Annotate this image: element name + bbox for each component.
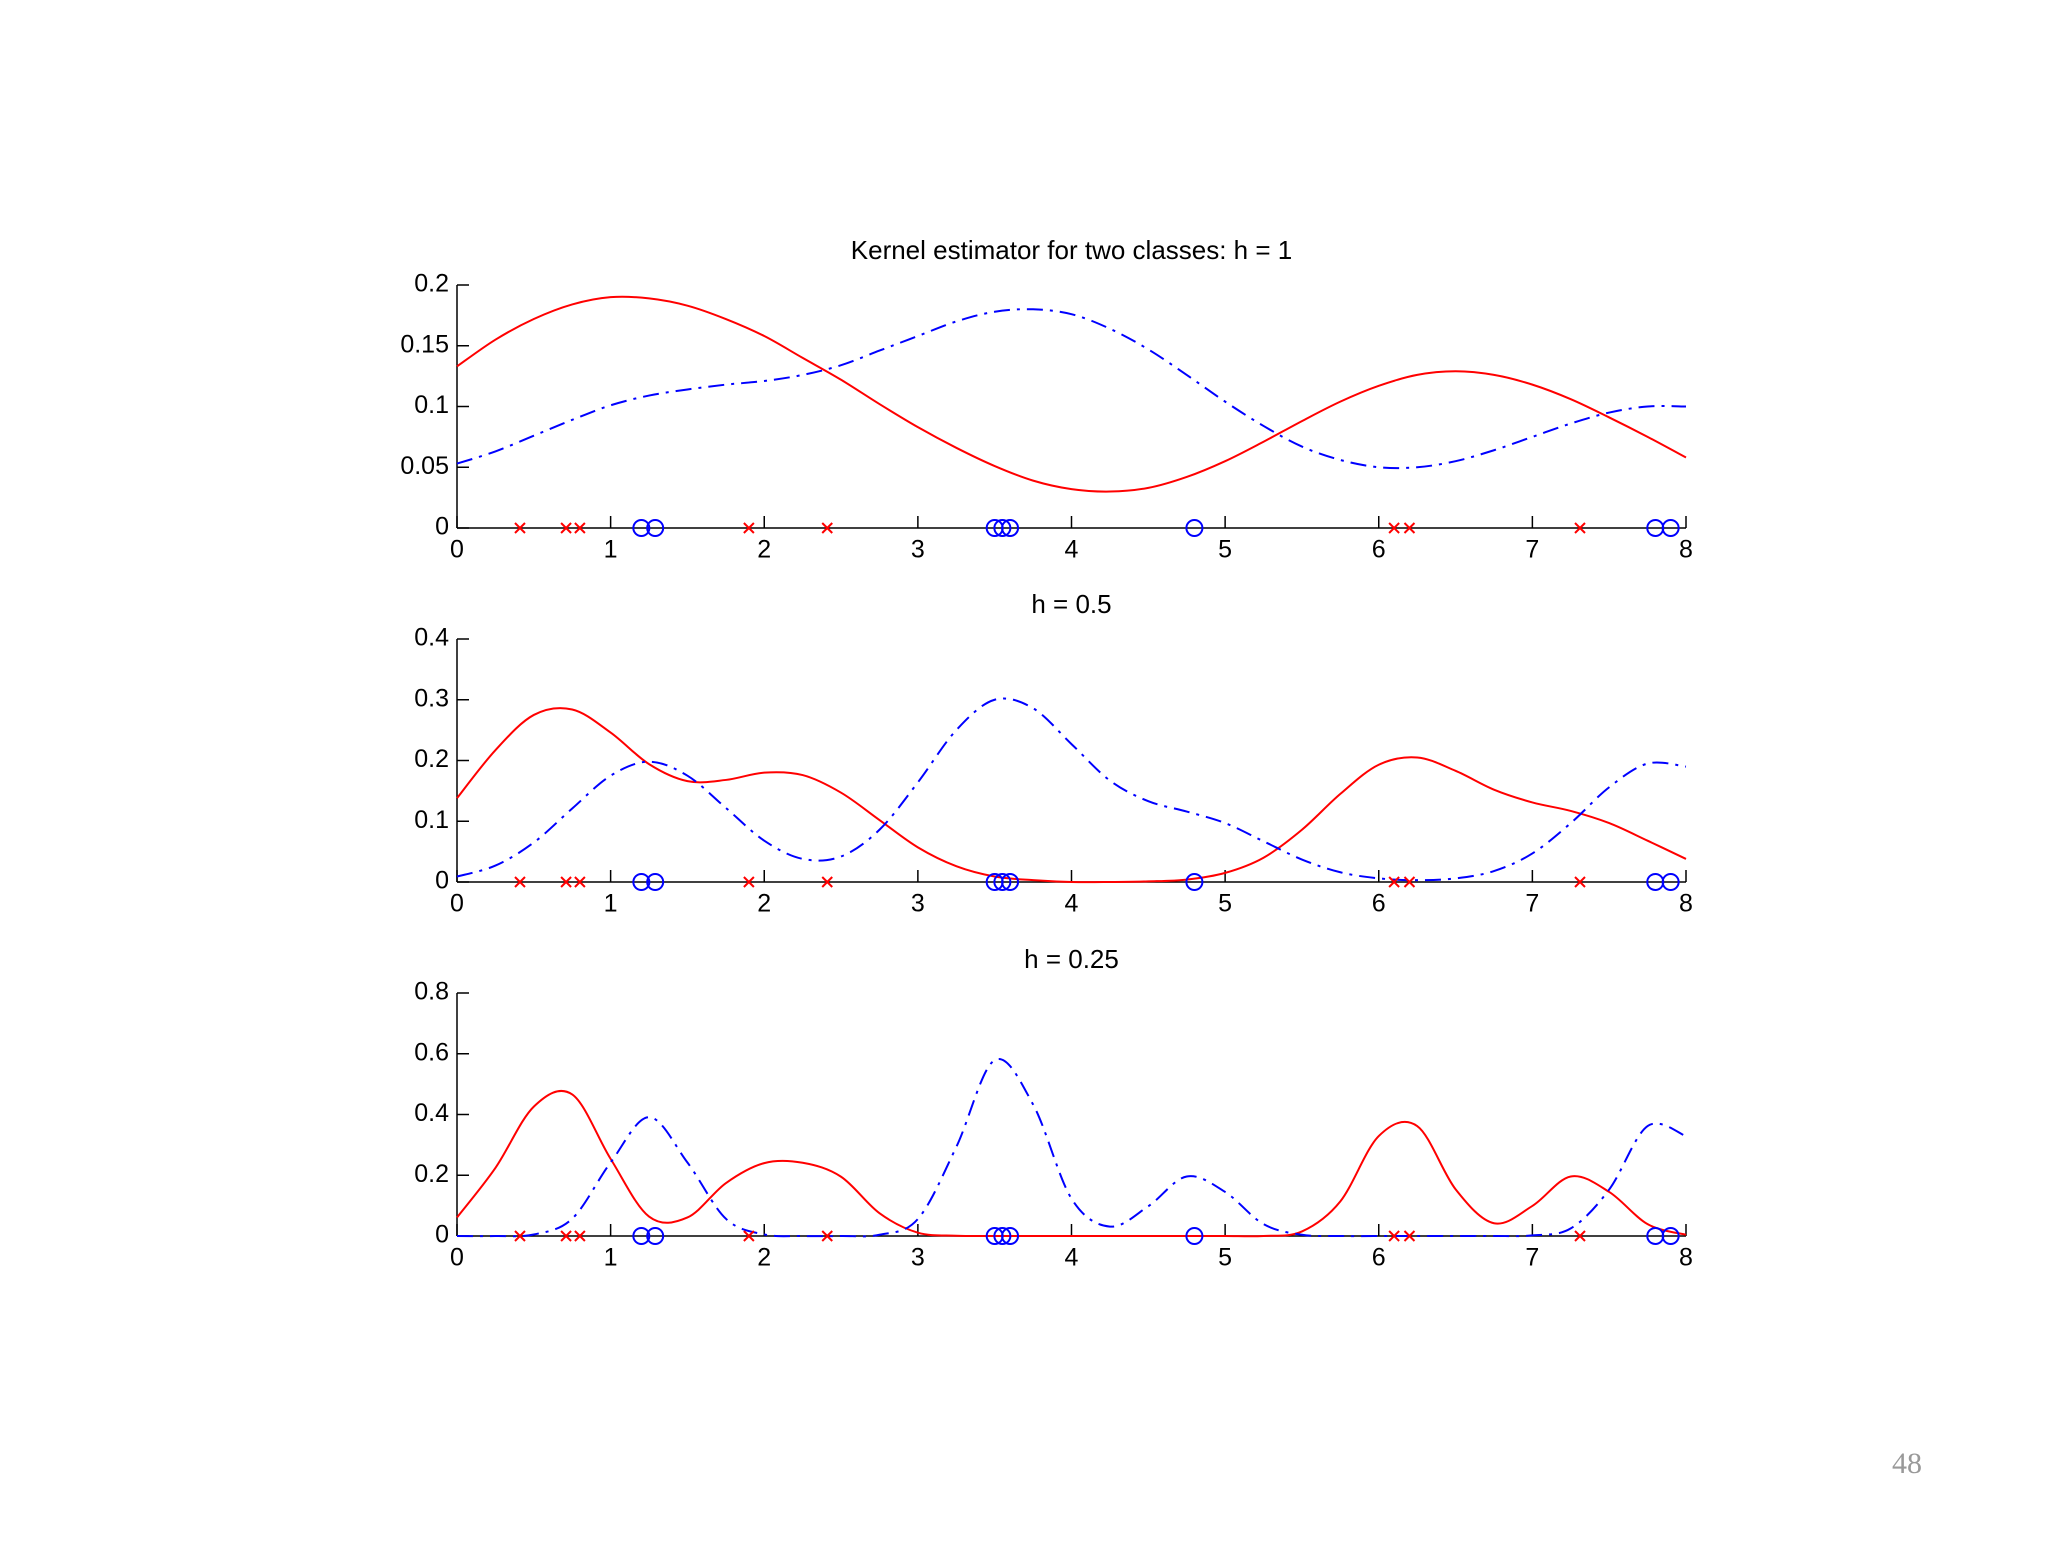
sample-circle (993, 873, 1012, 891)
sample-circle (646, 873, 665, 891)
page-number: 48 (1892, 1447, 1922, 1480)
sample-circle (632, 1227, 651, 1245)
sample-cross (1403, 1230, 1416, 1242)
density-curve (456, 1089, 1687, 1238)
sample-cross (1388, 522, 1400, 534)
density-curve (456, 308, 1687, 470)
subplot: Kernel estimator for two classes: h = 1 0… (400, 235, 1693, 564)
sample-circle (632, 873, 651, 891)
x-tick-label: 0 (450, 536, 464, 564)
x-tick-label: 2 (757, 890, 771, 918)
y-tick-label: 0.4 (414, 1099, 449, 1127)
sample-circle (1185, 519, 1204, 537)
sample-cross (514, 1230, 526, 1242)
density-curve (456, 707, 1687, 884)
x-tick-label: 6 (1372, 1244, 1386, 1272)
y-tick-label: 0 (435, 1221, 449, 1249)
y-tick-label: 0 (435, 513, 449, 541)
sample-cross (1574, 876, 1586, 888)
y-tick-label: 0 (435, 867, 449, 895)
x-tick-label: 3 (911, 1244, 925, 1272)
sample-circle (646, 1227, 665, 1245)
sample-cross (574, 1230, 586, 1242)
sample-cross (514, 522, 526, 534)
sample-cross (743, 1230, 755, 1242)
density-curve (456, 697, 1687, 882)
x-tick-label: 7 (1525, 536, 1539, 564)
sample-circle (1661, 519, 1680, 537)
x-tick-label: 2 (757, 1244, 771, 1272)
sample-circle (646, 519, 665, 537)
sample-cross (574, 876, 586, 888)
x-tick-label: 0 (450, 890, 464, 918)
x-tick-label: 6 (1372, 890, 1386, 918)
x-tick-label: 8 (1679, 890, 1693, 918)
sample-circle (993, 519, 1012, 537)
sample-cross (1403, 522, 1416, 534)
sample-cross (574, 522, 586, 534)
y-tick-label: 0.15 (400, 330, 449, 358)
y-tick-label: 0.2 (414, 745, 449, 773)
x-tick-label: 4 (1065, 536, 1079, 564)
y-tick-label: 0.3 (414, 684, 449, 712)
x-tick-label: 6 (1372, 536, 1386, 564)
x-tick-label: 1 (604, 1244, 618, 1272)
x-tick-label: 4 (1065, 1244, 1079, 1272)
density-curve (456, 295, 1687, 493)
sample-cross (560, 876, 572, 888)
sample-circle (993, 1227, 1012, 1245)
y-tick-label: 0.2 (414, 1160, 449, 1188)
x-tick-label: 7 (1525, 890, 1539, 918)
x-tick-label: 7 (1525, 1244, 1539, 1272)
x-tick-label: 8 (1679, 1244, 1693, 1272)
sample-circle (1661, 873, 1680, 891)
sample-circle (1185, 873, 1204, 891)
x-tick-label: 8 (1679, 536, 1693, 564)
sample-cross (1574, 1230, 1586, 1242)
x-tick-label: 1 (604, 890, 618, 918)
y-tick-label: 0.1 (414, 806, 449, 834)
sample-cross (560, 522, 572, 534)
y-tick-label: 0.6 (414, 1038, 449, 1066)
x-tick-label: 0 (450, 1244, 464, 1272)
sample-cross (1403, 876, 1416, 888)
sample-circle (1185, 1227, 1204, 1245)
x-tick-label: 5 (1218, 1244, 1232, 1272)
sample-cross (1388, 876, 1400, 888)
y-tick-label: 0.05 (400, 452, 449, 480)
y-tick-label: 0.1 (414, 391, 449, 419)
x-tick-label: 1 (604, 536, 618, 564)
sample-circle (1001, 1227, 1020, 1245)
sample-circle (1661, 1227, 1680, 1245)
sample-cross (821, 876, 833, 888)
chart-title: h = 0.5 (1031, 589, 1111, 619)
sample-cross (821, 1230, 833, 1242)
sample-circle (632, 519, 651, 537)
y-tick-label: 0.4 (414, 624, 449, 652)
subplot: h = 0.5 0 0.1 0.2 0.3 0.4 0 1 2 3 4 5 6 7 8 (414, 589, 1693, 918)
x-tick-label: 4 (1065, 890, 1079, 918)
x-tick-label: 3 (911, 536, 925, 564)
sample-cross (743, 522, 755, 534)
x-tick-label: 3 (911, 890, 925, 918)
y-tick-label: 0.8 (414, 978, 449, 1006)
x-tick-label: 2 (757, 536, 771, 564)
chart-title: Kernel estimator for two classes: h = 1 (851, 235, 1292, 265)
x-tick-label: 5 (1218, 890, 1232, 918)
sample-cross (560, 1230, 572, 1242)
x-tick-label: 5 (1218, 536, 1232, 564)
sample-cross (1574, 522, 1586, 534)
sample-cross (821, 522, 833, 534)
subplot: h = 0.25 0 0.2 0.4 0.6 0.8 0 1 2 3 4 5 6 7 8 (414, 944, 1693, 1272)
chart-title: h = 0.25 (1024, 944, 1119, 974)
y-tick-label: 0.2 (414, 270, 449, 298)
sample-circle (1001, 519, 1020, 537)
sample-cross (1388, 1230, 1400, 1242)
sample-cross (514, 876, 526, 888)
sample-cross (743, 876, 755, 888)
sample-circle (1001, 873, 1020, 891)
